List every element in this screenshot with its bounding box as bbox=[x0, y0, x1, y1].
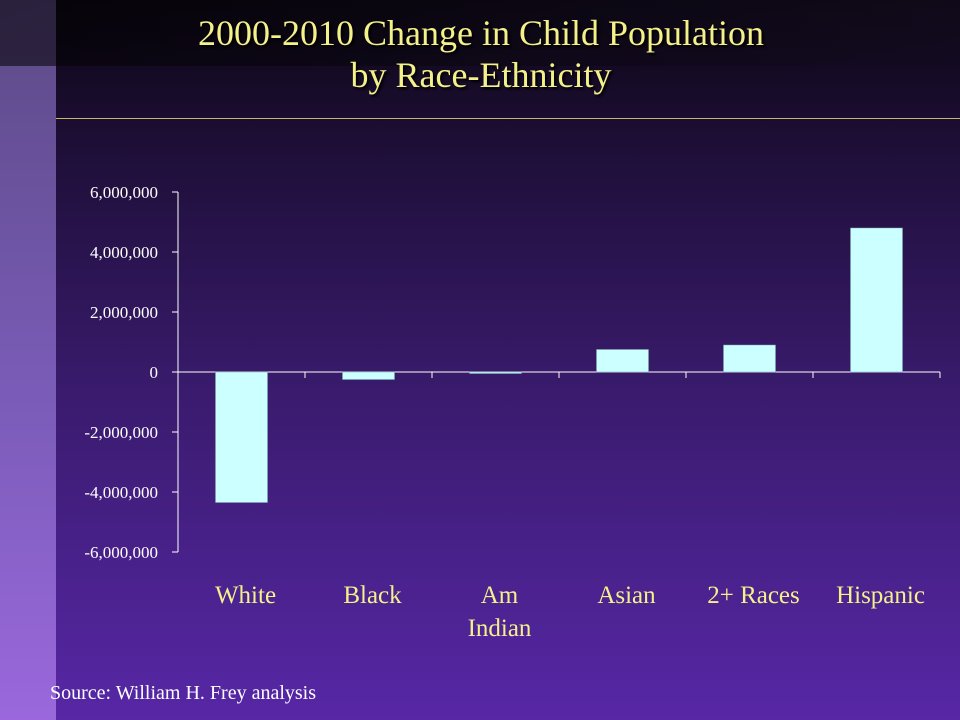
source-note: Source: William H. Frey analysis bbox=[50, 682, 317, 704]
y-tick-label: -6,000,000 bbox=[84, 543, 158, 562]
category-label: Asian bbox=[597, 582, 656, 609]
title-band bbox=[0, 0, 960, 66]
category-label: Indian bbox=[468, 615, 532, 642]
y-tick-label: 0 bbox=[150, 363, 159, 382]
category-label: Black bbox=[343, 582, 402, 609]
bar-am-indian bbox=[469, 371, 522, 374]
title-line-1: 2000-2010 Change in Child Population bbox=[198, 13, 764, 53]
y-tick-label: 2,000,000 bbox=[90, 303, 158, 322]
title-divider bbox=[56, 118, 960, 119]
y-tick-label: 6,000,000 bbox=[90, 183, 158, 202]
bar-hispanic bbox=[850, 227, 903, 373]
decorative-left-bar bbox=[0, 0, 56, 720]
y-tick-label: -4,000,000 bbox=[84, 483, 158, 502]
bar-2-races bbox=[723, 344, 776, 373]
slide-title: 2000-2010 Change in Child Population by … bbox=[56, 12, 906, 96]
category-label: White bbox=[215, 582, 276, 609]
y-tick-label: 4,000,000 bbox=[90, 243, 158, 262]
category-label: 2+ Races bbox=[707, 582, 800, 609]
y-tick-label: -2,000,000 bbox=[84, 423, 158, 442]
category-label: Hispanic bbox=[836, 582, 925, 609]
bar-white bbox=[215, 371, 268, 503]
title-line-2: by Race-Ethnicity bbox=[350, 55, 612, 95]
category-label: Am bbox=[481, 582, 519, 609]
bar-asian bbox=[596, 349, 649, 373]
bar-black bbox=[342, 371, 395, 380]
